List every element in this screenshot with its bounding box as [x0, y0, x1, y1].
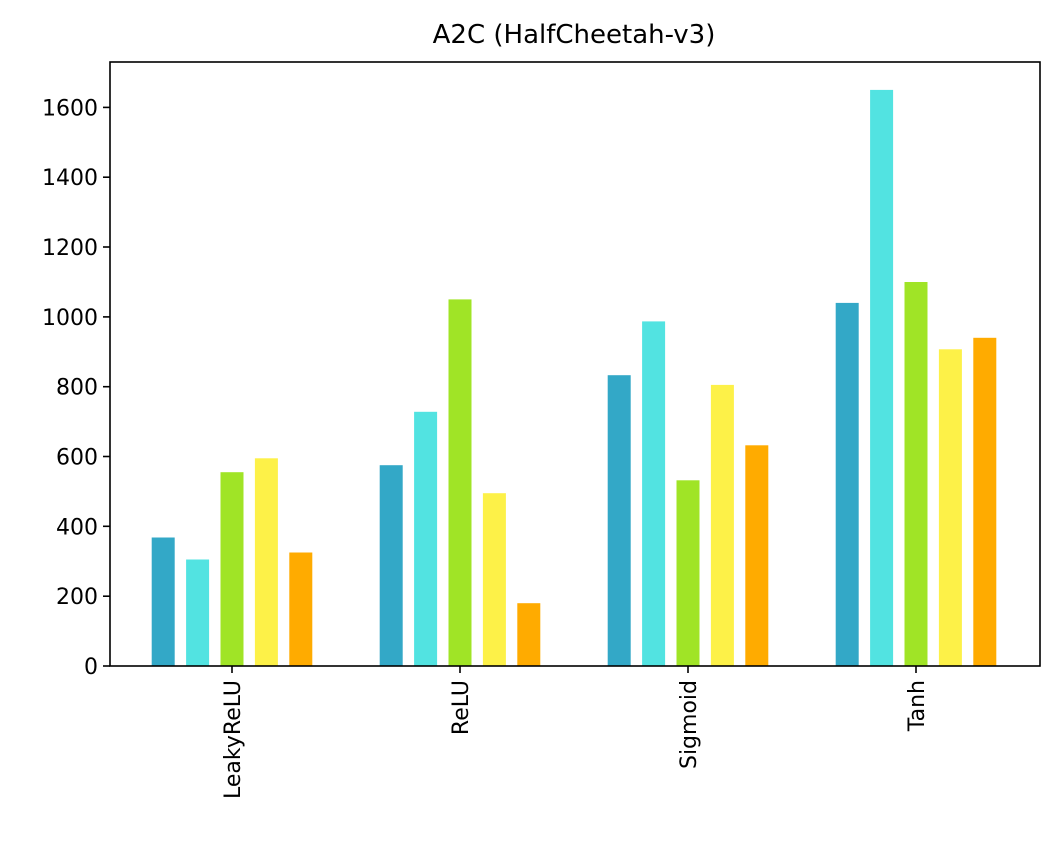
x-tick-label-tanh: Tanh [905, 680, 930, 732]
bar-leakyrelu-4 [254, 458, 278, 666]
y-tick-label: 400 [56, 515, 98, 540]
bar-relu-2 [414, 411, 438, 666]
bar-sigmoid-5 [745, 445, 769, 666]
x-tick-label-leakyrelu: LeakyReLU [221, 680, 246, 799]
bar-tanh-4 [938, 349, 962, 666]
y-tick-label: 1600 [42, 96, 98, 121]
bar-sigmoid-2 [642, 321, 666, 666]
bar-tanh-1 [835, 302, 859, 666]
bar-relu-1 [379, 465, 403, 666]
bar-leakyrelu-5 [289, 552, 313, 666]
bar-tanh-2 [870, 89, 894, 666]
y-tick-label: 1200 [42, 236, 98, 261]
plot-frame [109, 61, 1041, 667]
bars-layer [151, 89, 997, 666]
chart-title: A2C (HalfCheetah-v3) [433, 20, 716, 50]
x-axis: LeakyReLU ReLU Sigmoid Tanh [221, 666, 930, 799]
bar-sigmoid-3 [676, 480, 700, 666]
bar-leakyrelu-1 [151, 537, 175, 666]
x-tick-label-relu: ReLU [449, 680, 474, 735]
bar-leakyrelu-2 [186, 559, 210, 666]
x-tick-label-sigmoid: Sigmoid [677, 680, 702, 769]
y-axis: 0 200 400 600 800 1000 1200 1400 1600 [42, 96, 110, 680]
bar-relu-3 [448, 299, 472, 666]
y-tick-label: 200 [56, 585, 98, 610]
y-tick-label: 0 [84, 655, 98, 680]
bar-sigmoid-4 [710, 384, 734, 666]
bar-leakyrelu-3 [220, 472, 244, 666]
bar-sigmoid-1 [607, 375, 631, 666]
y-tick-label: 600 [56, 446, 98, 471]
bar-tanh-3 [904, 282, 928, 666]
bar-relu-5 [517, 603, 541, 666]
y-tick-label: 1400 [42, 166, 98, 191]
bar-tanh-5 [973, 337, 997, 666]
y-tick-label: 800 [56, 376, 98, 401]
y-tick-label: 1000 [42, 306, 98, 331]
bar-relu-4 [482, 493, 506, 666]
